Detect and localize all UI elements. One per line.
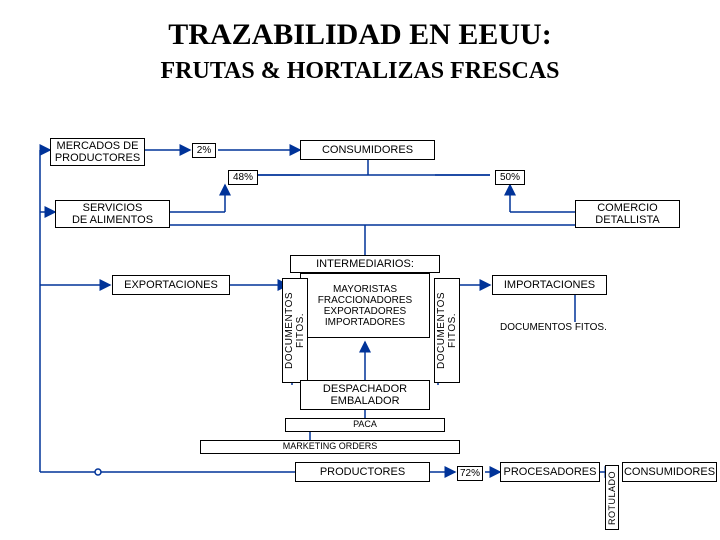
title-line1: TRAZABILIDAD EN EEUU: [0,18,720,52]
pct-48: 48% [228,170,258,185]
node-procesadores: PROCESADORES [500,462,600,482]
node-importaciones: IMPORTACIONES [492,275,607,295]
node-marketing: MARKETING ORDERS [200,440,460,454]
node-consumidores-bottom: CONSUMIDORES [622,462,717,482]
node-comercio: COMERCIODETALLISTA [575,200,680,228]
label-docfitos-left: DOCUMENTOS FITOS. [282,278,308,383]
node-consumidores-top: CONSUMIDORES [300,140,435,160]
label-rotulado: ROTULADO [605,465,619,530]
node-productores: PRODUCTORES [295,462,430,482]
pct-2: 2% [192,143,216,158]
pct-50: 50% [495,170,525,185]
node-intermediarios-header: INTERMEDIARIOS: [290,255,440,273]
node-servicios: SERVICIOSDE ALIMENTOS [55,200,170,228]
pct-72: 72% [457,466,483,481]
node-exportaciones: EXPORTACIONES [112,275,230,295]
node-mercados: MERCADOS DEPRODUCTORES [50,138,145,166]
label-docfitos-h: DOCUMENTOS FITOS. [500,322,607,333]
node-despachador: DESPACHADOREMBALADOR [300,380,430,410]
node-paca: PACA [285,418,445,432]
node-intermediarios-body: MAYORISTASFRACCIONADORESEXPORTADORESIMPO… [300,273,430,338]
title-line2: FRUTAS & HORTALIZAS FRESCAS [0,58,720,85]
label-docfitos-right: DOCUMENTOS FITOS. [434,278,460,383]
